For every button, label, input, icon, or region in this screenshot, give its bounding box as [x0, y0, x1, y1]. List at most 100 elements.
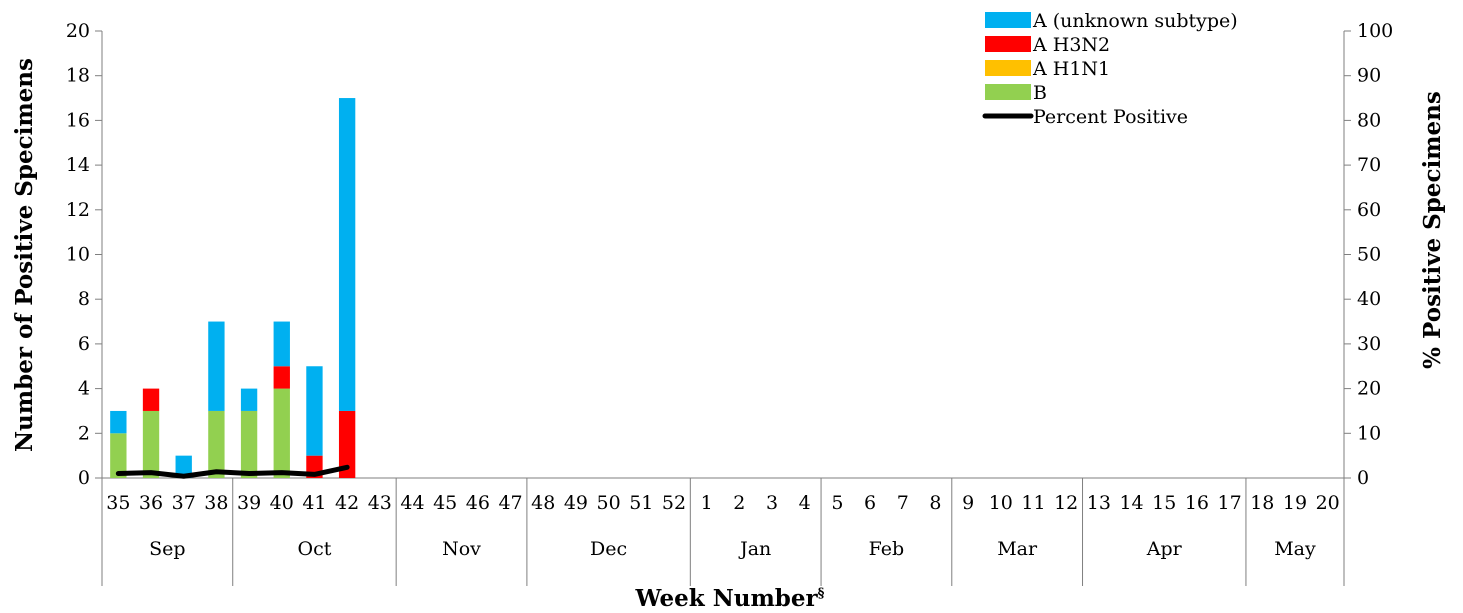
x-tick-label: 19: [1283, 492, 1307, 514]
x-tick-label: 12: [1054, 492, 1078, 514]
percent-positive-line: [115, 464, 350, 479]
bar-segment: [142, 388, 160, 411]
x-tick-label: 49: [564, 492, 588, 514]
x-tick-label: 2: [733, 492, 745, 514]
y-tick-label: 16: [66, 109, 90, 131]
x-tick-label: 47: [498, 492, 522, 514]
y2-tick-label: 100: [1357, 20, 1393, 42]
x-tick-label: 38: [204, 492, 228, 514]
x-tick-label: 5: [831, 492, 843, 514]
y2-axis-title: % Positive Specimens: [1419, 91, 1446, 369]
y2-tick-label: 50: [1357, 244, 1381, 266]
x-tick-label: 3: [766, 492, 778, 514]
y2-tick-label: 10: [1357, 422, 1381, 444]
legend-color-key: [985, 36, 1031, 52]
legend-label: A H1N1: [1032, 58, 1110, 80]
x-tick-label: 17: [1218, 492, 1242, 514]
legend-label: A (unknown subtype): [1032, 10, 1238, 32]
x-tick-label: 4: [799, 492, 811, 514]
x-tick-label: 39: [237, 492, 261, 514]
x-axis-title: Week Number§: [635, 585, 825, 612]
bar-segment: [273, 366, 290, 389]
bar-segment: [208, 410, 225, 478]
legend-label: B: [1033, 82, 1047, 104]
x-tick-label: 35: [106, 492, 130, 514]
y-tick-label: 12: [66, 199, 90, 221]
bar-segment: [338, 410, 356, 478]
x-tick-label: 9: [962, 492, 974, 514]
y2-tick-label: 60: [1357, 199, 1381, 221]
x-tick-label: 37: [172, 492, 196, 514]
y-tick-label: 8: [78, 288, 90, 310]
bar-segment: [306, 366, 323, 456]
x-tick-label: 7: [897, 492, 909, 514]
y2-tick-label: 30: [1357, 333, 1381, 355]
bar-segment: [273, 321, 290, 367]
month-label: Mar: [997, 538, 1038, 560]
legend-label: Percent Positive: [1033, 106, 1188, 128]
bar-segment: [240, 410, 258, 478]
x-tick-label: 51: [629, 492, 653, 514]
x-tick-label: 50: [597, 492, 621, 514]
x-tick-label: 6: [864, 492, 876, 514]
bar-segment: [142, 410, 160, 478]
x-tick-label: 48: [531, 492, 555, 514]
x-tick-label: 36: [139, 492, 163, 514]
month-label: Dec: [590, 538, 627, 560]
y2-tick-label: 80: [1357, 109, 1381, 131]
x-tick-label: 8: [929, 492, 941, 514]
x-tick-label: 20: [1316, 492, 1340, 514]
x-tick-label: 13: [1087, 492, 1111, 514]
y-tick-label: 20: [66, 20, 90, 42]
x-tick-label: 45: [433, 492, 457, 514]
month-label: Sep: [149, 538, 185, 560]
x-tick-label: 44: [400, 492, 424, 514]
x-tick-label: 14: [1119, 492, 1143, 514]
x-tick-label: 42: [335, 492, 359, 514]
y-tick-label: 4: [78, 378, 90, 400]
chart-axes: 0246810121416182001020304050607080901003…: [66, 20, 1393, 586]
bar-segment: [175, 455, 192, 478]
y-tick-label: 0: [78, 467, 90, 489]
legend-color-key: [985, 12, 1031, 28]
x-tick-label: 11: [1021, 492, 1045, 514]
bar-segment: [110, 433, 127, 478]
month-label: May: [1274, 538, 1316, 560]
y-axis-title: Number of Positive Specimens: [11, 58, 38, 452]
x-tick-label: 1: [701, 492, 713, 514]
y-tick-label: 2: [78, 422, 90, 444]
y2-tick-label: 20: [1357, 378, 1381, 400]
legend-color-key: [985, 84, 1031, 100]
month-label: Feb: [869, 538, 905, 560]
bar-segment: [110, 410, 127, 434]
month-label: Apr: [1146, 538, 1183, 560]
x-tick-label: 16: [1185, 492, 1209, 514]
y-tick-label: 6: [78, 333, 90, 355]
x-axis-title-text: Week Number: [635, 585, 819, 612]
y2-tick-label: 70: [1357, 154, 1381, 176]
x-tick-label: 41: [302, 492, 326, 514]
x-axis-title-footnote: §: [818, 586, 825, 601]
x-tick-label: 40: [270, 492, 294, 514]
y2-tick-label: 40: [1357, 288, 1381, 310]
bar-segment: [208, 321, 225, 411]
x-tick-label: 46: [466, 492, 490, 514]
y2-tick-label: 0: [1357, 467, 1369, 489]
y-tick-label: 10: [66, 244, 90, 266]
legend-label: A H3N2: [1032, 34, 1110, 56]
bar-segment: [240, 388, 258, 411]
month-label: Oct: [298, 538, 332, 560]
x-tick-label: 10: [989, 492, 1013, 514]
chart-bars: [110, 98, 356, 478]
percent-positive-layer: [115, 464, 350, 479]
chart-labels: Number of Positive Specimens % Positive …: [11, 58, 1446, 612]
legend-color-key: [985, 60, 1031, 76]
month-label: Nov: [442, 538, 481, 560]
y-tick-label: 18: [66, 65, 90, 87]
x-tick-label: 43: [368, 492, 392, 514]
y-tick-label: 14: [66, 154, 90, 176]
y2-tick-label: 90: [1357, 65, 1381, 87]
month-label: Jan: [738, 538, 771, 560]
